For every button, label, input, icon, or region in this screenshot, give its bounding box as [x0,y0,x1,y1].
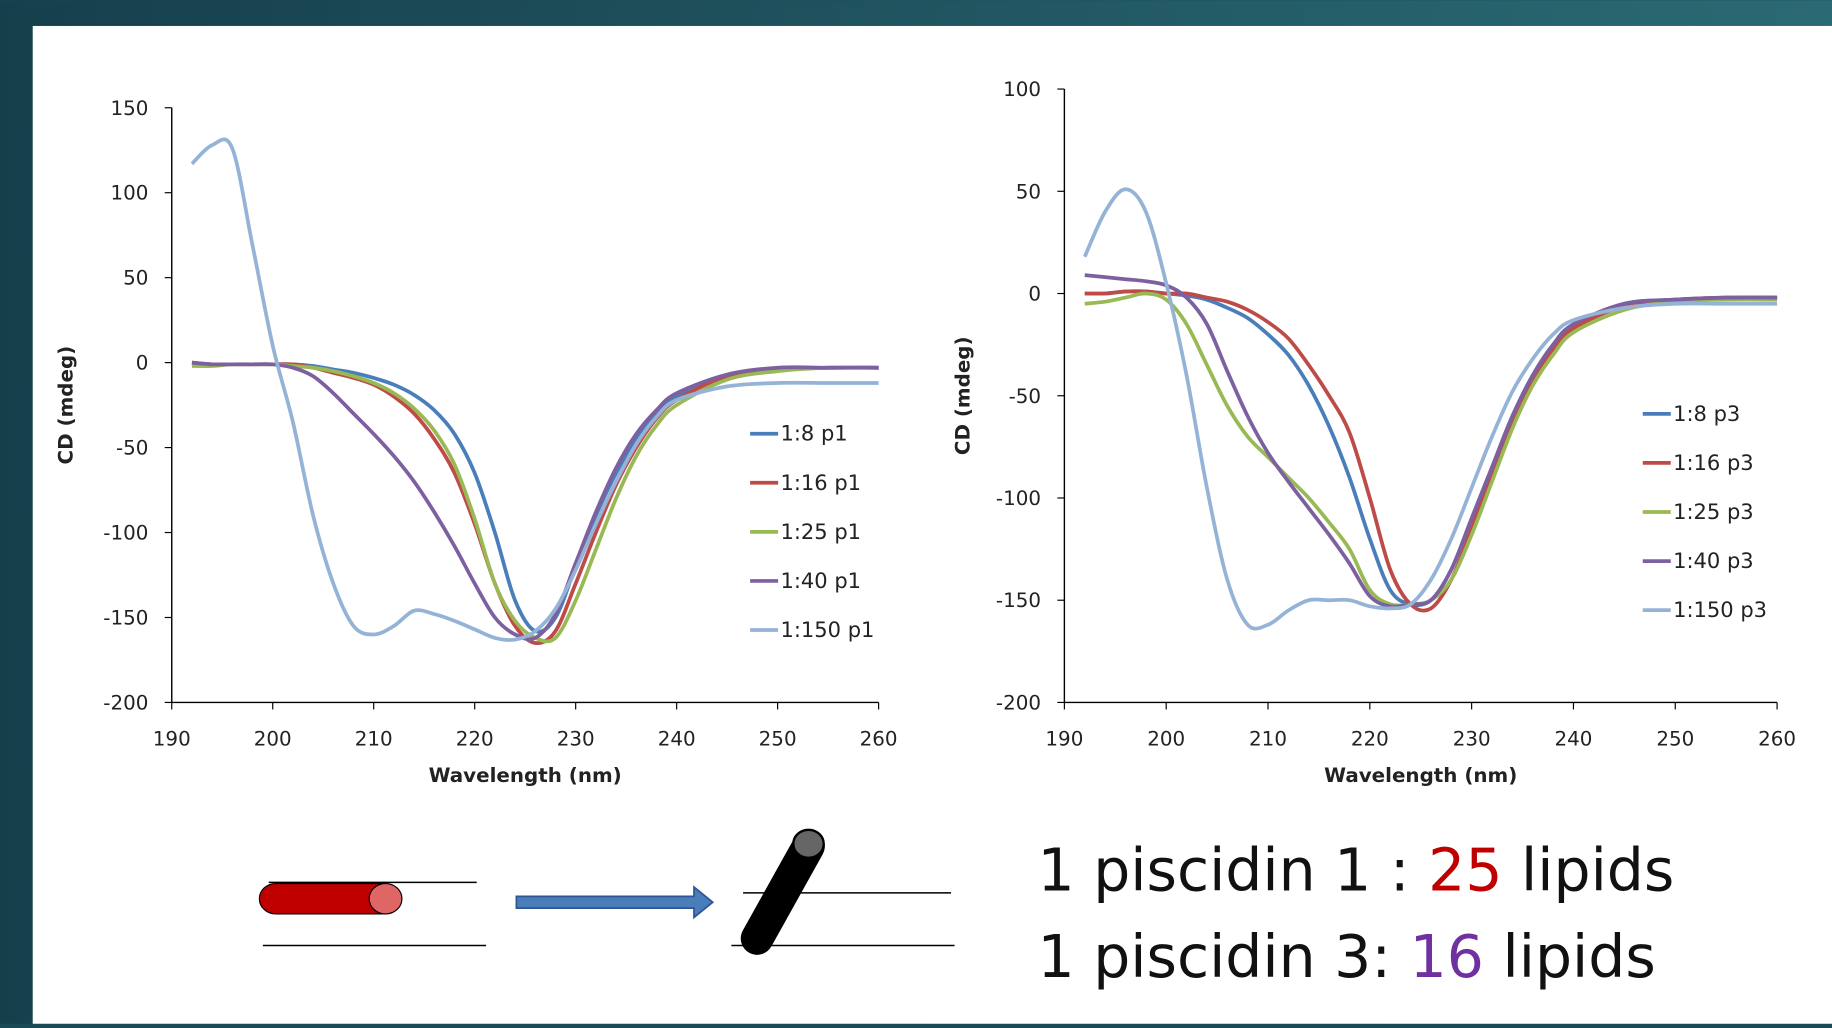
diagram-after [731,828,955,955]
legend-entry: 1:25 p1 [750,519,861,544]
series-line [1084,273,1778,609]
y-tick-label: -100 [996,487,1041,510]
x-tick-label: 260 [1758,728,1796,751]
x-tick-label: 200 [1147,728,1185,751]
x-tick-label: 230 [1453,728,1491,751]
legend-label: 1:8 p3 [1673,401,1740,426]
peptide-cap [792,828,825,860]
x-tick-label: 240 [658,728,696,751]
x-tick-label: 190 [153,728,191,751]
y-tick-label: 0 [1028,283,1041,306]
legend-label: 1:40 p1 [780,568,861,593]
series-line [190,137,879,642]
x-axis-title: Wavelength (nm) [429,764,622,787]
legend-entry: 1:25 p3 [1642,499,1754,524]
x-tick-label: 210 [355,728,393,751]
caption-part: lipids [1484,923,1656,991]
x-tick-label: 230 [557,728,595,751]
y-axis-title: CD (mdeg) [54,346,77,465]
x-tick-label: 250 [1656,728,1694,751]
legend-label: 1:25 p3 [1673,499,1754,524]
x-tick-label: 260 [860,728,898,751]
y-tick-label: -50 [1009,385,1041,408]
legend-label: 1:40 p3 [1673,548,1754,573]
x-tick-label: 210 [1249,728,1287,751]
x-tick-label: 200 [254,728,292,751]
series-line [1083,187,1778,631]
caption-part: 1 piscidin 1 : [1038,837,1429,905]
y-axis-title: CD (mdeg) [952,336,975,455]
peptide-cylinder [258,882,387,915]
legend-entry: 1:16 p3 [1642,450,1754,475]
y-tick-label: 150 [110,97,148,120]
chart: -200 -150 -100 -50 0 50 100 190 200 210 220 230 240 2… [952,78,1796,787]
x-tick-label: 190 [1045,728,1083,751]
legend-label: 1:16 p3 [1673,450,1754,475]
y-tick-label: 50 [1016,180,1041,203]
x-tick-label: 240 [1555,728,1593,751]
legend-entry: 1:8 p3 [1642,401,1740,426]
chart: -200 -150 -100 -50 0 50 100 150 190 200 210 220 230 2… [54,97,897,787]
y-tick-label: 50 [123,267,148,290]
legend-entry: 1:150 p3 [1642,597,1767,622]
series-line [1084,291,1778,608]
caption-line: 1 piscidin 3: 16 lipids [1038,923,1656,991]
y-tick-label: -200 [996,691,1041,714]
legend-entry: 1:16 p1 [750,470,861,495]
y-tick-label: -200 [103,691,148,714]
peptide-cap [368,882,403,915]
series-line [191,360,879,642]
y-tick-label: -150 [103,606,148,629]
caption-part: 25 [1428,837,1502,905]
legend-label: 1:25 p1 [780,519,861,544]
legend-label: 1:150 p1 [780,617,874,642]
caption-part: 16 [1410,923,1484,991]
legend-label: 1:16 p1 [780,470,861,495]
x-axis-title: Wavelength (nm) [1324,764,1517,787]
legend-label: 1:8 p1 [780,421,847,446]
content-area [32,25,1832,1024]
y-tick-label: -50 [116,437,148,460]
diagram-before [258,881,487,947]
legend-label: 1:150 p3 [1673,597,1767,622]
legend-entry: 1:40 p3 [1642,548,1754,573]
x-tick-label: 220 [456,728,494,751]
legend-entry: 1:40 p1 [750,568,861,593]
caption-part: 1 piscidin 3: [1038,923,1410,991]
arrow [515,885,715,920]
legend-entry: 1:150 p1 [750,617,874,642]
y-tick-label: -150 [996,589,1041,612]
x-tick-label: 250 [759,728,797,751]
y-tick-label: -100 [103,522,148,545]
legend-entry: 1:8 p1 [750,421,848,446]
peptide-cylinder [740,829,825,955]
y-tick-label: 0 [136,352,149,375]
x-tick-label: 220 [1351,728,1389,751]
y-tick-label: 100 [110,182,148,205]
caption-part: lipids [1502,837,1674,905]
arrow-shape [515,885,715,920]
caption-line: 1 piscidin 1 : 25 lipids [1038,837,1675,905]
y-tick-label: 100 [1003,78,1041,101]
